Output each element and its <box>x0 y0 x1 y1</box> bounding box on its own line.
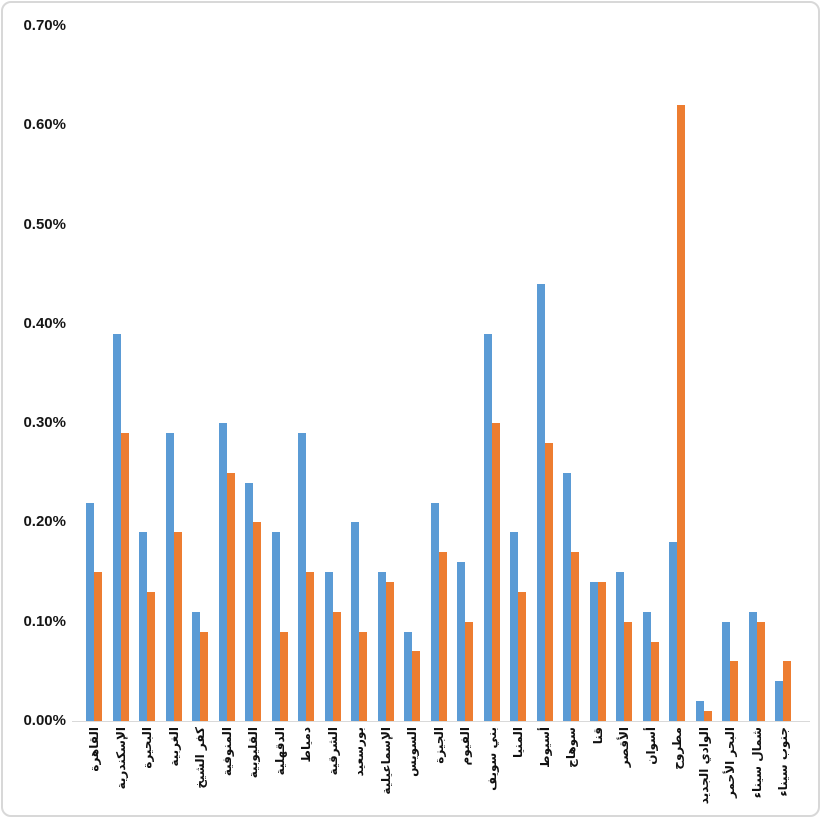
blue-bar-3 <box>165 433 174 721</box>
blue-bar-23 <box>695 701 704 721</box>
blue-bar-14 <box>457 562 465 721</box>
x-axis-label: الإسماعيلية <box>378 727 393 795</box>
x-axis-label: البحر الأحمر <box>723 727 737 799</box>
blue-bar-20 <box>616 572 624 721</box>
blue-bar-15 <box>483 334 492 721</box>
y-axis-label: 0.20% <box>23 513 66 531</box>
y-axis-label: 0.60% <box>23 116 66 134</box>
x-axis-label: الجيزة <box>431 727 446 764</box>
blue-bar-1 <box>112 334 121 721</box>
y-axis-label: 0.70% <box>23 16 66 34</box>
x-axis-label: الأقصر <box>617 727 631 768</box>
x-axis-label: جنوب سيناء <box>776 727 790 797</box>
blue-bar-10 <box>351 522 359 721</box>
blue-bar-2 <box>139 532 147 721</box>
blue-bar-12 <box>404 632 412 721</box>
blue-bar-16 <box>510 532 518 721</box>
orange-bar-4 <box>200 632 208 721</box>
x-axis-label: الشرقية <box>325 727 340 776</box>
x-axis-label: الوادي الجديد <box>696 727 711 805</box>
orange-bar-5 <box>226 473 235 721</box>
orange-bar-22 <box>677 105 685 721</box>
orange-bar-8 <box>306 572 314 721</box>
y-axis-label: 0.50% <box>23 215 66 233</box>
x-axis-label: قنا <box>590 727 605 745</box>
x-axis-label: بورسعيد <box>352 727 366 777</box>
blue-bar-9 <box>324 572 333 721</box>
orange-bar-6 <box>253 522 261 721</box>
blue-bar-0 <box>86 503 94 721</box>
x-axis-label: المنيا <box>511 727 525 758</box>
blue-bar-13 <box>430 503 439 721</box>
y-axis-label: 0.30% <box>23 414 66 432</box>
blue-bar-7 <box>271 532 280 721</box>
x-axis-label: بني سويف <box>484 727 499 791</box>
x-axis-line <box>72 721 810 722</box>
x-axis-label: القليوبية <box>246 727 260 779</box>
x-axis-label: كفر الشيخ <box>193 727 207 789</box>
orange-bar-3 <box>173 532 182 721</box>
blue-bar-24 <box>722 622 730 721</box>
x-axis-label: مطروح <box>670 727 684 770</box>
x-axis-label: أسوان <box>643 727 658 765</box>
orange-bar-19 <box>597 582 606 721</box>
x-axis-label: شمال سيناء <box>749 727 764 799</box>
blue-bar-11 <box>377 572 386 721</box>
blue-bar-19 <box>589 582 598 721</box>
orange-bar-10 <box>359 632 367 721</box>
orange-bar-14 <box>465 622 473 721</box>
blue-bar-5 <box>218 423 227 721</box>
x-axis-label: الإسكندرية <box>113 727 128 790</box>
y-axis-label: 0.40% <box>23 314 66 332</box>
blue-bar-6 <box>245 483 253 721</box>
orange-bar-13 <box>438 552 447 721</box>
x-axis-label: أسيوط <box>537 727 552 768</box>
orange-bar-24 <box>730 661 738 721</box>
orange-bar-25 <box>756 622 765 721</box>
orange-bar-20 <box>624 622 632 721</box>
x-axis-label: المنوفية <box>219 727 234 777</box>
orange-bar-0 <box>94 572 102 721</box>
blue-bar-21 <box>642 612 651 721</box>
blue-bar-26 <box>775 681 783 721</box>
y-axis-label: 0.00% <box>23 712 66 729</box>
x-axis-label: الغربية <box>166 727 181 767</box>
x-axis-label: القاهرة <box>87 727 101 772</box>
y-axis-label: 0.10% <box>23 612 66 630</box>
orange-bar-1 <box>120 433 129 721</box>
orange-bar-9 <box>332 612 341 721</box>
orange-bar-16 <box>518 592 526 721</box>
blue-bar-25 <box>748 612 757 721</box>
x-axis-label: الفيوم <box>458 727 472 766</box>
x-axis-label: الدقهلية <box>272 727 287 776</box>
blue-bar-22 <box>669 542 677 721</box>
blue-bar-4 <box>192 612 200 721</box>
orange-bar-23 <box>703 711 712 721</box>
x-axis-label: السويس <box>405 727 419 777</box>
orange-bar-12 <box>412 651 420 721</box>
blue-bar-17 <box>536 284 545 721</box>
blue-bar-18 <box>563 473 571 721</box>
blue-bar-8 <box>298 433 306 721</box>
orange-bar-7 <box>279 632 288 721</box>
x-axis-label: البحيرة <box>140 727 154 769</box>
orange-bar-26 <box>783 661 791 721</box>
x-axis-label: سوهاج <box>564 727 578 768</box>
orange-bar-11 <box>385 582 394 721</box>
orange-bar-2 <box>147 592 155 721</box>
orange-bar-15 <box>491 423 500 721</box>
orange-bar-21 <box>650 642 659 721</box>
x-axis-label: دمياط <box>299 727 313 763</box>
orange-bar-17 <box>544 443 553 721</box>
orange-bar-18 <box>571 552 579 721</box>
